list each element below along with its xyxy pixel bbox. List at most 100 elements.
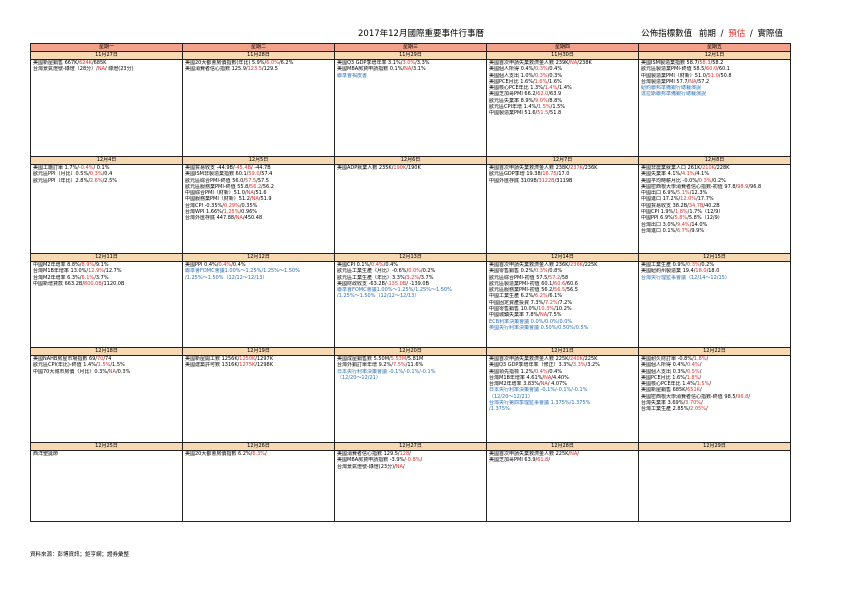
event-text: /225K: [582, 356, 598, 363]
date-row: 11月27日 11月28日 11月29日 11月30日 12月1日: [30, 51, 791, 60]
date-cell: 12月22日: [638, 347, 791, 356]
event-line: 美國芝加哥PMI 66.2/62.0/63.9: [488, 91, 638, 97]
date-cell: 12月14日: [486, 253, 639, 262]
event-line: 美國首次申請失業救濟金人數 236K/236K/225K: [488, 262, 638, 269]
event-text: 台灣CPI -0.35%/: [185, 202, 224, 209]
event-text: 歐元區工業生產（年比）3.3%/: [337, 274, 407, 281]
event-line: 中國製造業PMI 51.6/51.5/51.8: [488, 110, 638, 117]
meeting-text: 聯準會FOMC會議1.00%～1.25%/1.25%～1.50%: [337, 287, 452, 294]
event-text: /17.0: [556, 171, 570, 178]
day-events-cell: 美國首次申請失業救濟金人數 225K/NA/美國芝加哥PMI 63.9/61.8…: [486, 450, 639, 522]
event-text: 美國ISM非製造業指數 60.1/: [185, 171, 249, 178]
date-cell: 12月4日: [30, 156, 183, 165]
event-text: 美國首次申請失業救濟金人數 236K/: [489, 262, 571, 269]
meeting-text: 日本央行利率決策會議 -0.1%/-0.1%/-0.1%: [489, 387, 588, 394]
date-cell: 12月28日: [486, 442, 639, 451]
event-line: 美國密西根大學消費者信心指數-初值 97.8/98.9/96.8: [640, 183, 790, 190]
event-text: /3.3%: [415, 60, 430, 67]
forecast-value: NA: [570, 451, 578, 458]
event-text: /2.5%: [102, 177, 117, 184]
forecast-value: 0.4%: [370, 262, 384, 269]
event-text: /238K: [577, 60, 592, 67]
event-text: /51.8: [548, 110, 562, 117]
meeting-text: 聯準會FOMC會議1.00%～1.25%/1.25%～1.50%: [185, 268, 300, 275]
event-line: 中國綜合PMI（財新）51.0/NA/51.6: [184, 190, 334, 196]
event-line: 美國首次申請失業救濟金人數 225K/NA/: [488, 451, 638, 458]
day-events-cell: 美國工業生產 0.9%/0.3%/0.2% 美國紐約州製造業 19.4/18.0/…: [638, 261, 791, 348]
event-line: 美國ADP就業人數 235K/190K/190K: [336, 166, 486, 172]
event-line: 美國工業生產 0.9%/0.3%/0.2%: [640, 263, 790, 269]
event-text: / 綠燈(23分): [105, 66, 134, 73]
event-line: 美國NAHB房屋市場指數 69/70/74: [32, 357, 182, 363]
event-text: 美國工廠訂單 1.7%/: [33, 165, 79, 172]
event-line: 歐元區PPI（年比）2.8%/2.6%/2.5%: [32, 177, 182, 184]
event-line: 台灣出口 3.0%/9.4%/14.0%: [640, 221, 790, 228]
day-events-cell: 美國NAHB房屋市場指數 69/70/74 歐元區CPI(年比)-終值 1.4%/…: [30, 355, 183, 443]
event-text: 台灣工業生產 2.85%/: [641, 406, 691, 413]
event-line: 台灣CPI -0.35%/0.29%/0.35%: [184, 202, 334, 209]
event-text: /: [699, 368, 702, 375]
event-text: 台灣出口 3.0%/: [641, 221, 677, 228]
event-text: 中國製造業PMI（財新）51.0/: [641, 72, 708, 79]
event-line: 日本央行利率決策會議 -0.1%/-0.1%/-0.1%: [488, 387, 638, 394]
event-text: 美國MBA房貸申請指數 0.1%/: [337, 66, 405, 73]
day-events-cell: 美國Q3 GDP季增年率 3.1%/3.0%/3.3% 美國MBA房貸申請指數 0…: [334, 59, 487, 157]
page-title: 2017年12月國際重要事件行事曆: [358, 29, 484, 39]
forecast-value: NA: [570, 60, 578, 67]
forecast-value: NA: [539, 312, 548, 319]
forecast-value: 12.0%: [680, 196, 697, 203]
event-line: 中國出口 6.9%/5.1%/12.3%: [640, 190, 790, 196]
event-text: /7.2%: [557, 299, 573, 306]
event-line: 西洋聖誕節: [32, 452, 182, 458]
event-text: /0.4%: [547, 66, 563, 73]
event-text: /1120.0B: [101, 280, 125, 287]
event-text: 美國PPI 0.4%/: [185, 262, 219, 269]
event-text: 美國紐約州製造業 19.4/: [641, 268, 696, 275]
event-text: /40.2B: [703, 202, 720, 209]
event-text: 美國PCE月比 1.6%/: [489, 78, 535, 85]
forecast-value: 3.2%: [406, 274, 420, 281]
event-text: / -139.0B: [406, 280, 430, 287]
forecast-value: NA: [235, 215, 243, 222]
date-cell: 12月6日: [334, 156, 487, 165]
event-line: 日本央行利率決策會議 -0.1%/-0.1%/-0.1%: [336, 369, 486, 375]
events-row: 美國新屋銷售 667K/624K/685K 台灣景氣燈號-綠燈（28分）/NA/ …: [30, 59, 791, 157]
event-line: 達拉斯聯邦準備銀行總裁演說: [640, 91, 790, 97]
date-cell: 11月27日: [30, 51, 183, 60]
weekday-header-row: 星期一 星期二 星期三 星期四 星期五: [30, 43, 791, 52]
meeting-text: 聯準會褐皮書: [337, 72, 368, 79]
event-line: 美國財政收支 -63.2B/-135.0B/ -139.0B: [336, 280, 486, 287]
event-line: 美國PCE月比 1.6%/1.8%/: [640, 374, 790, 381]
forecast-value: 60.6: [554, 280, 566, 287]
date-cell: 12月18日: [30, 347, 183, 356]
event-line: 美國工廠訂單 1.7%/-0.4%/ 0.1%: [32, 165, 182, 172]
event-line: 美國個人所得 0.4%/0.4%/: [640, 362, 790, 369]
forecast-value: 0.4%: [686, 362, 700, 369]
day-events-cell: 美國耐久財訂單 -0.8%/1.8%/美國個人所得 0.4%/0.4%/美國個人…: [638, 355, 791, 443]
meeting-text: 紐約聯邦準備銀行總裁演說: [641, 85, 702, 92]
day-events-cell: 中國M2年增率 8.8%/8.9%/9.1% 台灣M1B年增率 13.0%/12.…: [30, 261, 183, 348]
event-text: 美國PCE月比 1.6%/: [641, 374, 687, 381]
forecast-value: 5.53M: [390, 356, 407, 363]
event-text: /3119B: [554, 177, 573, 184]
event-text: 歐元區綜合PMI-終值 56.0/: [185, 177, 246, 184]
event-text: /18.0: [706, 268, 720, 275]
forecast-value: 98.9: [737, 183, 749, 190]
event-text: 美國首次申請失業救濟金人數 225K/: [489, 356, 571, 363]
date-row: 12月4日 12月5日 12月6日 12月7日 12月8日: [30, 156, 791, 165]
event-text: 美國財政收支 -63.2B/: [337, 280, 387, 287]
day-events-cell: 美國20大都會房價指數 6.2%/6.3%/: [182, 450, 335, 522]
day-events-cell: 美國新屋開工數 1256K/1250K/1297K 美國建築許可數 1316K/1…: [182, 355, 335, 443]
date-row: 12月11日 12月12日 12月13日 12月14日 12月15日: [30, 253, 791, 262]
legend: 公佈指標數值 前期 / 預估 / 實際值: [641, 29, 783, 39]
forecast-value: 0.3%: [534, 268, 548, 275]
event-text: 美國貿易收支 -44.9B/: [185, 165, 235, 172]
event-line: 台灣景氣燈號-綠燈(23分)/NA/: [336, 464, 486, 470]
date-cell: 12月21日: [486, 347, 639, 356]
forecast-value: 9.0%: [534, 97, 548, 104]
weekday-thursday: 星期四: [486, 43, 639, 52]
event-line: 台灣M2年增率 6.3%/6.1%/3.7%: [32, 275, 182, 281]
event-text: / -44.7B: [251, 165, 271, 172]
forecast-value: 0.3%: [698, 177, 712, 184]
event-text: /0.8%: [547, 268, 563, 275]
